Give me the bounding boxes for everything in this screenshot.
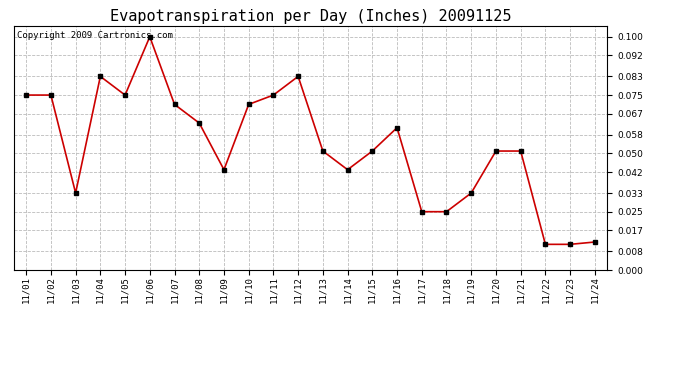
Text: Copyright 2009 Cartronics.com: Copyright 2009 Cartronics.com — [17, 31, 172, 40]
Title: Evapotranspiration per Day (Inches) 20091125: Evapotranspiration per Day (Inches) 2009… — [110, 9, 511, 24]
